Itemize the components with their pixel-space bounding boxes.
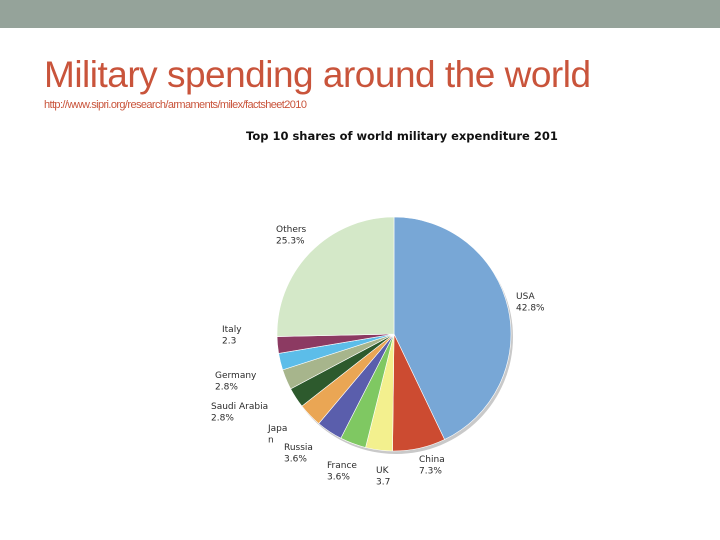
slide-title: Military spending around the world: [44, 54, 591, 95]
slice-label-uk: UK 3.7: [376, 466, 390, 488]
pie-slice-others: [276, 216, 395, 337]
chart-title: Top 10 shares of world military expendit…: [246, 129, 558, 143]
slice-label-usa: USA 42.8%: [516, 292, 545, 314]
pie-slices: [276, 216, 513, 454]
slice-label-russia: Russia 3.6%: [284, 443, 313, 465]
pie-slice-usa: [393, 216, 512, 440]
pie-chart: Top 10 shares of world military expendit…: [211, 129, 558, 488]
slice-label-germany: Germany 2.8%: [215, 371, 257, 393]
source-url: http://www.sipri.org/research/armaments/…: [44, 99, 307, 111]
pie-labels: USA 42.8% China 7.3% UK 3.7 France 3.6% Russia 3.…: [211, 225, 545, 488]
slice-label-japan: Japa n: [267, 424, 287, 446]
slice-label-china: China 7.3%: [419, 455, 445, 477]
slice-label-saudi-arabia: Saudi Arabia 2.8%: [211, 402, 268, 424]
slice-label-france: France 3.6%: [327, 461, 357, 483]
slice-label-others: Others 25.3%: [276, 225, 307, 247]
top-band: [0, 0, 720, 28]
chart-panel: Top 10 shares of world military expendit…: [209, 119, 558, 494]
slice-label-italy: Italy 2.3: [222, 325, 242, 347]
